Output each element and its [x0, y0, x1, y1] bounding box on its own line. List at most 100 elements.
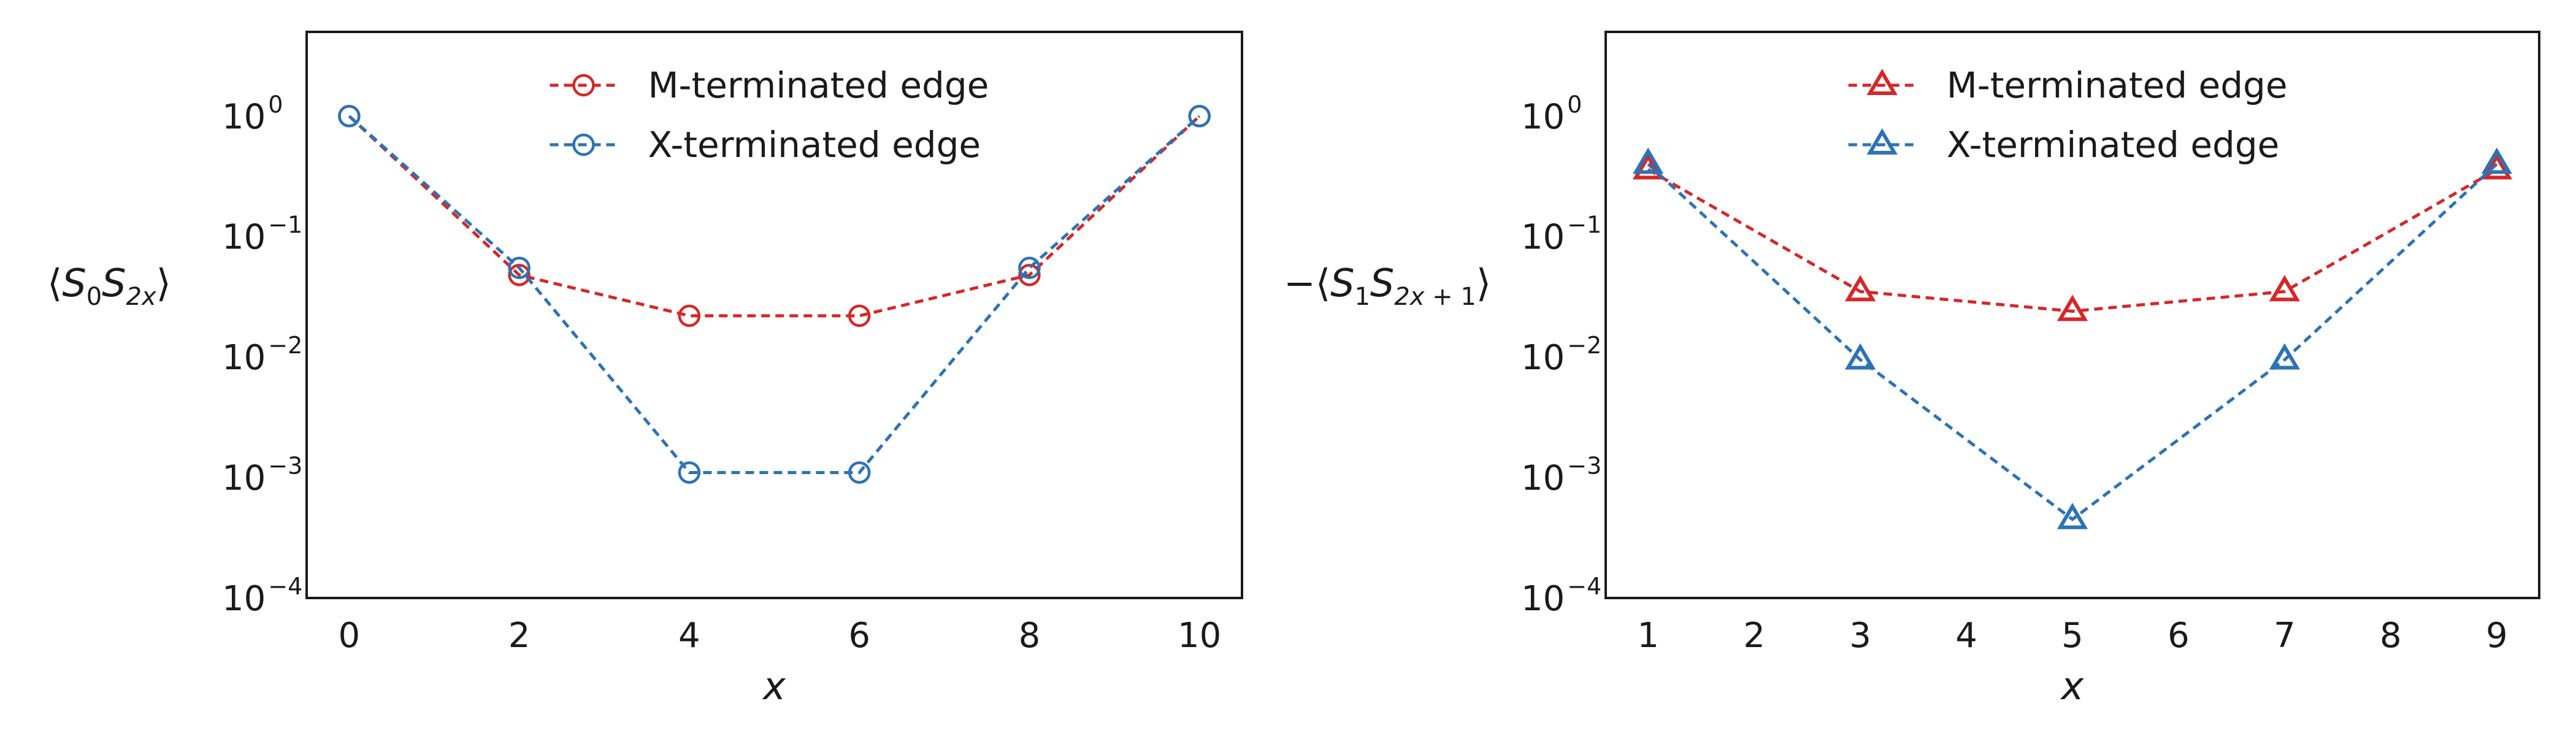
data-point [2269, 343, 2301, 370]
y-tick-exponent: −1 [1567, 212, 1601, 239]
y-tick-exponent: −4 [268, 573, 302, 600]
legend-marker [572, 74, 595, 97]
x-tick-label: 6 [2168, 616, 2190, 656]
y-tick-label: 10 0 [1521, 91, 1582, 137]
y-tick-label: 10 −1 [222, 212, 302, 258]
x-tick-label: 6 [848, 616, 870, 656]
y-tick-exponent: −2 [1567, 332, 1601, 359]
series-x-terminated [338, 105, 1211, 484]
x-tick-label: 10 [1178, 616, 1221, 656]
series-x-terminated [1632, 147, 2513, 529]
x-tick-label: 8 [1019, 616, 1041, 656]
data-point [2481, 153, 2513, 180]
x-tick-label: 7 [2274, 616, 2296, 656]
data-point [678, 461, 701, 484]
y-label-subscript: 1 [1354, 283, 1370, 311]
plot-frame [1604, 31, 2540, 599]
data-point [1632, 147, 1664, 174]
x-tick-label: 5 [2061, 616, 2083, 656]
x-tick-label: 4 [678, 616, 700, 656]
series-line [348, 115, 1201, 474]
y-tick-base: 10 [222, 459, 266, 499]
x-tick-label: 2 [1743, 616, 1765, 656]
data-point [1018, 264, 1041, 286]
x-tick-label: 4 [1955, 616, 1977, 656]
series-m-terminated [1632, 153, 2513, 321]
y-tick-label: 10 −4 [222, 573, 302, 619]
data-point [1844, 275, 1876, 302]
legend-item: M-terminated edge [550, 64, 989, 106]
legend: M-terminated edge X-terminated edge [550, 64, 989, 166]
y-label-subscript: 2x [1394, 283, 1424, 311]
y-tick-base: 10 [1521, 97, 1565, 137]
y-label-symbol: S [1330, 261, 1354, 305]
y-label-bracket: −⟨ [1284, 261, 1330, 305]
legend-item: X-terminated edge [1848, 124, 2280, 166]
x-axis-label: x [762, 664, 786, 708]
y-label-subscript: 0 [86, 283, 102, 311]
y-tick-label: 10 −2 [222, 332, 302, 378]
y-tick-base: 10 [1521, 579, 1565, 619]
y-tick-exponent: 0 [1567, 91, 1582, 118]
x-tick-label: 3 [1849, 616, 1871, 656]
data-point [508, 256, 531, 279]
y-label-bracket: ⟩ [1476, 261, 1491, 305]
legend-label: M-terminated edge [1947, 64, 2288, 106]
series-line [348, 115, 1201, 318]
legend-marker [1866, 128, 1898, 155]
y-tick-label: 10 −3 [222, 453, 302, 499]
data-point [848, 304, 871, 328]
data-point [1632, 153, 1664, 180]
data-point [1188, 105, 1211, 128]
y-tick-base: 10 [1521, 218, 1565, 258]
data-point [2481, 147, 2513, 174]
y-tick-exponent: −1 [268, 212, 302, 239]
x-tick-label: 0 [338, 616, 360, 656]
y-tick-exponent: −4 [1567, 573, 1601, 600]
x-tick-label: 1 [1637, 616, 1659, 656]
y-label-symbol: S [62, 261, 86, 305]
y-label-bracket: ⟨ [47, 261, 62, 305]
y-tick-exponent: −3 [1567, 453, 1601, 480]
y-tick-label: 10 −3 [1521, 453, 1601, 499]
y-tick-base: 10 [222, 579, 266, 619]
legend-item: X-terminated edge [550, 124, 981, 166]
y-tick-base: 10 [222, 338, 266, 378]
y-axis-label: ⟨S0S2x⟩ [47, 261, 171, 311]
data-point [2269, 275, 2301, 302]
legend-label: X-terminated edge [1947, 124, 2280, 166]
data-point [678, 304, 701, 328]
y-label-symbol: S [1370, 261, 1394, 305]
y-label-bracket: ⟩ [156, 261, 171, 305]
legend-marker [1866, 69, 1898, 96]
data-point [1018, 256, 1041, 279]
y-tick-label: 10 −2 [1521, 332, 1601, 378]
data-point [2057, 502, 2088, 529]
y-tick-label: 10 −1 [1521, 212, 1601, 258]
legend-item: M-terminated edge [1848, 64, 2288, 106]
y-label-subscript: + 1 [1424, 283, 1476, 311]
x-tick-label: 9 [2486, 616, 2508, 656]
y-tick-base: 10 [222, 218, 266, 258]
x-axis-label: x [2060, 664, 2085, 708]
data-point [2057, 294, 2088, 321]
legend-label: X-terminated edge [648, 124, 981, 166]
y-label-symbol: S [102, 261, 126, 305]
x-tick-label: 2 [508, 616, 531, 656]
data-point [508, 264, 531, 286]
data-point [338, 105, 361, 128]
y-tick-base: 10 [222, 97, 266, 137]
y-axis-label: −⟨S1S2x + 1⟩ [1284, 261, 1491, 311]
legend: M-terminated edge X-terminated edge [1848, 64, 2288, 166]
data-point [848, 461, 871, 484]
x-tick-label: 8 [2380, 616, 2402, 656]
y-tick-base: 10 [1521, 459, 1565, 499]
plot-frame [305, 31, 1243, 599]
data-point [1844, 343, 1876, 370]
y-tick-base: 10 [1521, 338, 1565, 378]
legend-marker [572, 133, 595, 156]
y-label-subscript: 2x [126, 283, 156, 311]
